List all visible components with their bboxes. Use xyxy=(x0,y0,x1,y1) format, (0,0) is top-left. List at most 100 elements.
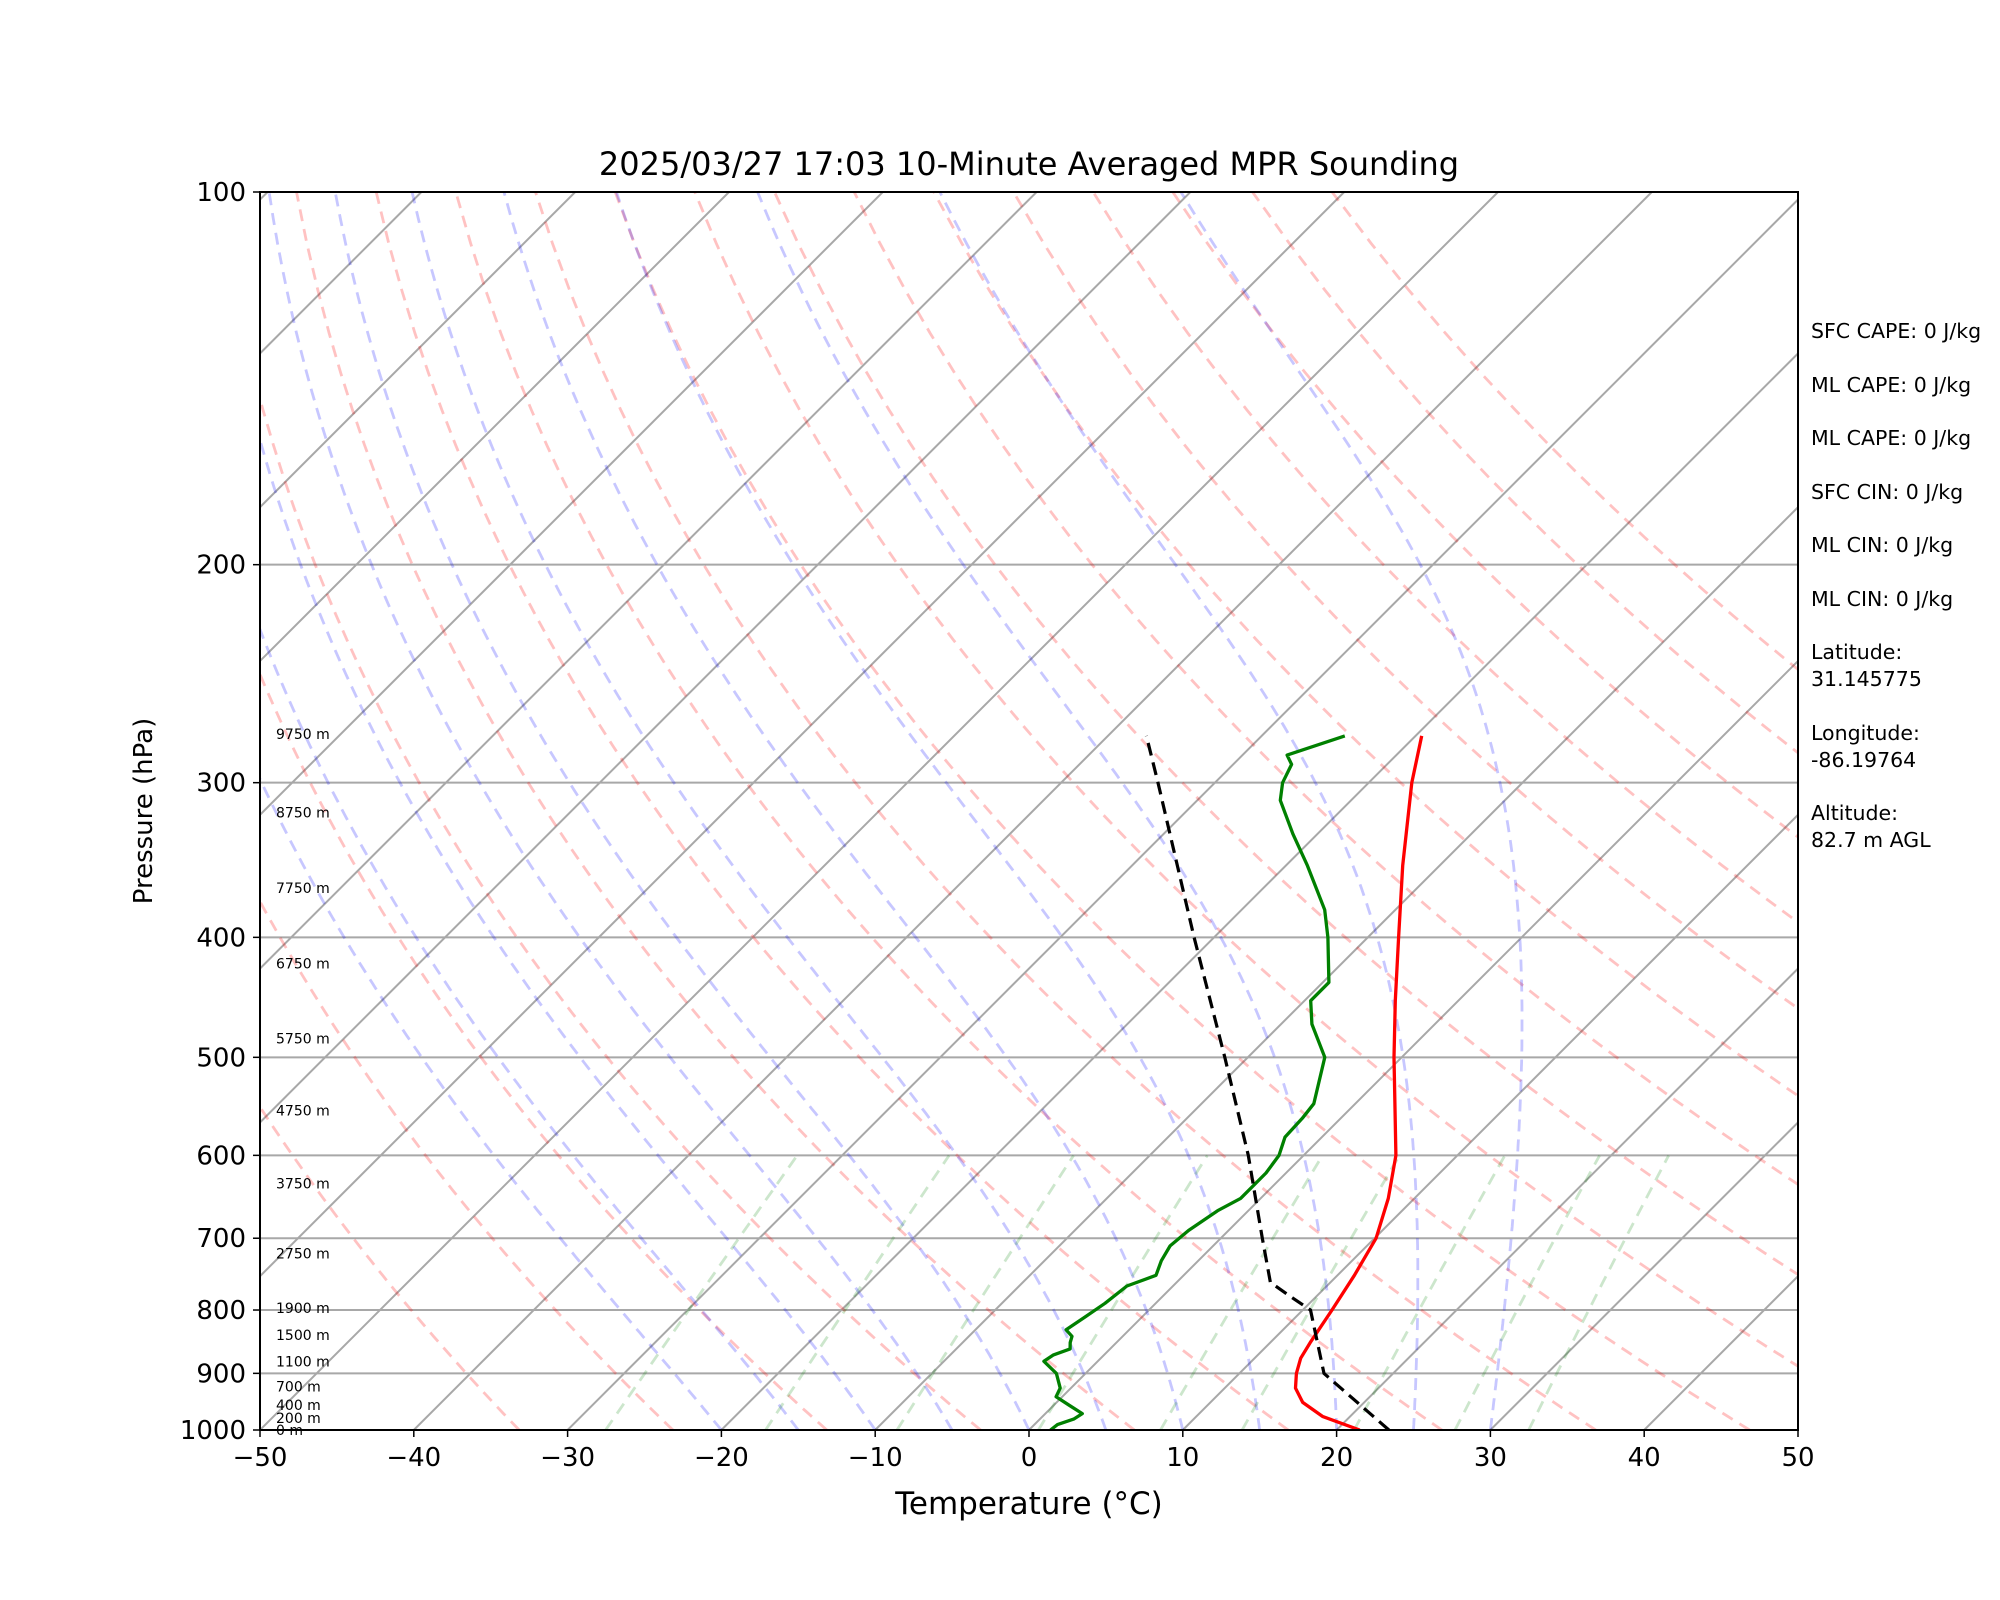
sounding-traces xyxy=(1042,734,1424,1430)
isotherm-line xyxy=(260,192,1192,1124)
stat-sfc-cin: SFC CIN: 0 J/kg xyxy=(1811,479,1964,504)
mixing-ratio-line xyxy=(604,1154,799,1430)
isotherm-line xyxy=(260,192,1499,1430)
dry-adiabat-line xyxy=(1012,192,1798,1011)
moist-adiabat-line xyxy=(260,625,800,1430)
dry-adiabat-line xyxy=(932,192,1798,1098)
y-tick-label: 100 xyxy=(196,178,246,208)
dry-adiabat-line xyxy=(613,192,1751,1430)
stat-sfc-cape: SFC CAPE: 0 J/kg xyxy=(1811,319,1982,343)
height-label: 1500 m xyxy=(276,1328,330,1344)
mixing-ratio-line xyxy=(1240,1154,1401,1430)
y-tick-label: 700 xyxy=(196,1224,246,1254)
moist-adiabat-line xyxy=(260,434,877,1430)
altitude-label: Altitude: xyxy=(1811,801,1899,825)
isotherm-line xyxy=(874,505,1798,1430)
height-label: 4750 m xyxy=(276,1104,330,1120)
mixing-ratio-line xyxy=(895,1154,1075,1430)
y-tick-label: 600 xyxy=(196,1141,246,1171)
isotherm-line xyxy=(1182,813,1798,1430)
dry-adiabat-line xyxy=(374,192,1290,1430)
x-axis-ticks: −50 −40 −30 −20 −10 0 10 20 30 40 50 xyxy=(233,1430,1815,1473)
x-axis-label: Temperature (°C) xyxy=(894,1486,1163,1522)
plot-frame xyxy=(259,191,1799,1431)
longitude-label: Longitude: xyxy=(1811,720,1920,745)
isotherm-line xyxy=(1489,1120,1798,1430)
height-label: 1100 m xyxy=(276,1354,330,1370)
height-label: 6750 m xyxy=(276,957,330,973)
mixing-ratio-line xyxy=(764,1154,951,1430)
isotherm-line xyxy=(260,192,730,663)
y-tick-label: 1000 xyxy=(180,1416,246,1446)
y-tick-label: 500 xyxy=(196,1043,246,1073)
y-tick-label: 200 xyxy=(196,551,246,581)
stat-ml-cape-2: ML CAPE: 0 J/kg xyxy=(1811,426,1972,450)
height-label: 400 m xyxy=(276,1398,321,1414)
moist-adiabat-line xyxy=(502,192,1185,1430)
x-tick-label: −50 xyxy=(233,1443,288,1473)
mixing-ratio-line xyxy=(1527,1154,1670,1430)
y-tick-label: 800 xyxy=(196,1296,246,1326)
dry-adiabat-line xyxy=(773,192,1798,1277)
dewpoint-trace xyxy=(1042,734,1346,1430)
moist-adiabat-line xyxy=(410,192,1108,1430)
temperature-trace xyxy=(1293,735,1424,1430)
dry-adiabat-line xyxy=(534,192,1597,1430)
height-label: 1900 m xyxy=(276,1301,330,1317)
y-tick-label: 300 xyxy=(196,769,246,799)
isotherm-line xyxy=(720,351,1798,1430)
height-label: 7750 m xyxy=(276,881,330,897)
y-axis-label: Pressure (hPa) xyxy=(129,718,159,905)
height-label: 8750 m xyxy=(276,805,330,821)
mixing-ratio-line xyxy=(1352,1154,1507,1430)
isotherm-line xyxy=(260,192,1038,971)
moist-adiabat-line xyxy=(615,192,1262,1430)
x-tick-label: 40 xyxy=(1628,1443,1661,1473)
isotherm-line xyxy=(260,192,1345,1278)
isotherm-line xyxy=(413,192,1653,1430)
stat-ml-cin: ML CIN: 0 J/kg xyxy=(1811,533,1954,557)
height-label: 5750 m xyxy=(276,1032,330,1048)
x-tick-label: 0 xyxy=(1021,1443,1038,1473)
dry-adiabat-line xyxy=(295,192,1136,1430)
reference-lines xyxy=(0,192,1798,1430)
mixing-ratio-line xyxy=(1453,1154,1601,1430)
dry-adiabat-line xyxy=(454,192,1443,1430)
isotherm-line xyxy=(260,192,576,509)
latitude-value: 31.145775 xyxy=(1811,667,1922,691)
dry-adiabat-line xyxy=(852,192,1798,1187)
height-label: 9750 m xyxy=(276,727,330,743)
dry-adiabat-line xyxy=(260,898,674,1430)
isotherm-line xyxy=(1028,659,1798,1430)
x-tick-label: −30 xyxy=(540,1443,595,1473)
moist-adiabat-line xyxy=(1179,192,1524,1430)
dry-adiabat-line xyxy=(260,393,982,1430)
isotherm-line xyxy=(1335,967,1798,1430)
dry-adiabat-line xyxy=(1091,192,1798,924)
mixing-ratio-line xyxy=(1037,1154,1209,1430)
x-tick-label: 50 xyxy=(1781,1443,1814,1473)
x-tick-label: −40 xyxy=(386,1443,441,1473)
height-label: 200 m xyxy=(276,1411,321,1427)
x-tick-label: −10 xyxy=(848,1443,903,1473)
x-tick-label: 10 xyxy=(1166,1443,1199,1473)
dry-adiabat-line xyxy=(260,670,828,1430)
mixing-ratio-line xyxy=(1159,1154,1324,1430)
height-label: 3750 m xyxy=(276,1176,330,1192)
x-tick-label: 30 xyxy=(1474,1443,1507,1473)
moist-adiabat-line xyxy=(938,192,1420,1430)
altitude-value: 82.7 m AGL xyxy=(1811,828,1931,852)
y-tick-label: 900 xyxy=(196,1359,246,1389)
longitude-block: Longitude: -86.19764 xyxy=(1811,720,2000,774)
moist-adiabat-line xyxy=(333,192,1031,1430)
chart-title: 2025/03/27 17:03 10-Minute Averaged MPR … xyxy=(599,145,1459,183)
isotherm-line xyxy=(260,192,884,817)
isotherm-line xyxy=(0,192,114,1430)
longitude-value: -86.19764 xyxy=(1811,747,1917,772)
parcel-trace xyxy=(1144,735,1390,1430)
altitude-block: Altitude: 82.7 m AGL xyxy=(1811,800,2000,854)
height-label: 700 m xyxy=(276,1379,321,1395)
stat-ml-cin-2: ML CIN: 0 J/kg xyxy=(1811,586,1954,611)
